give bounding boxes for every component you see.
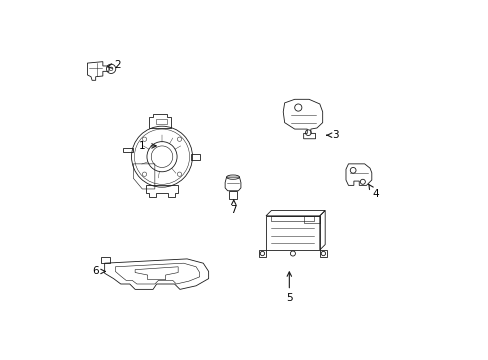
Bar xyxy=(155,119,167,125)
Text: 1: 1 xyxy=(139,141,156,151)
Text: 2: 2 xyxy=(107,60,120,70)
Bar xyxy=(228,191,237,199)
Bar xyxy=(265,216,319,250)
Text: 7: 7 xyxy=(230,200,237,216)
Text: 5: 5 xyxy=(285,272,292,303)
Text: 3: 3 xyxy=(326,130,339,140)
Bar xyxy=(271,216,314,221)
Text: 4: 4 xyxy=(368,184,378,199)
Text: 6: 6 xyxy=(92,266,105,276)
